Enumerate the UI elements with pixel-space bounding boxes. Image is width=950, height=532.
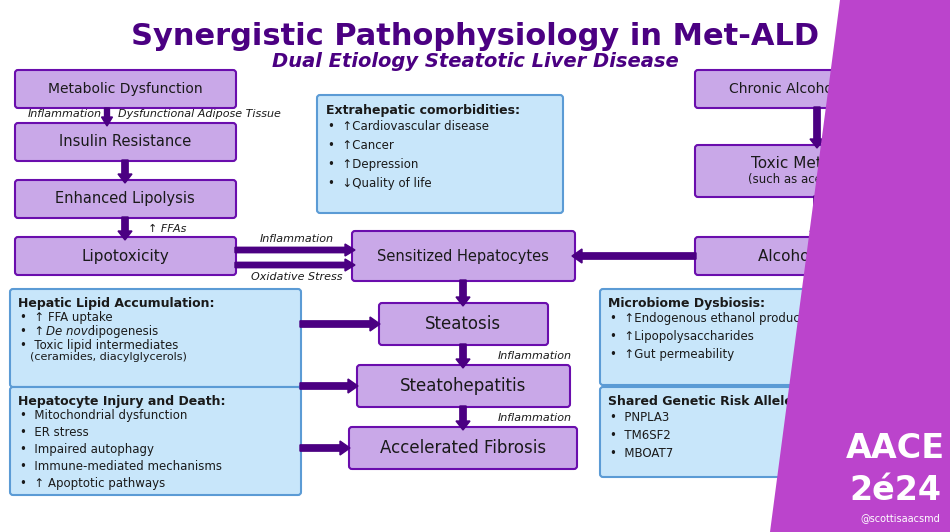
FancyArrow shape — [456, 280, 470, 306]
Text: •  ↑Cardiovascular disease: • ↑Cardiovascular disease — [328, 120, 489, 133]
FancyBboxPatch shape — [379, 303, 548, 345]
Text: Steatohepatitis: Steatohepatitis — [400, 377, 526, 395]
Text: Synergistic Pathophysiology in Met-ALD: Synergistic Pathophysiology in Met-ALD — [131, 22, 819, 51]
Text: Inflammation: Inflammation — [498, 351, 572, 361]
FancyBboxPatch shape — [600, 387, 846, 477]
Text: AACE: AACE — [846, 431, 944, 464]
FancyBboxPatch shape — [349, 427, 577, 469]
Text: Lipotoxicity: Lipotoxicity — [81, 248, 169, 263]
Text: Accelerated Fibrosis: Accelerated Fibrosis — [380, 439, 546, 457]
Text: Inflammation: Inflammation — [260, 234, 334, 244]
FancyArrow shape — [300, 317, 380, 331]
Text: •  ↑Depression: • ↑Depression — [328, 158, 418, 171]
FancyBboxPatch shape — [15, 123, 236, 161]
Text: •  ↑Cancer: • ↑Cancer — [328, 139, 394, 152]
FancyArrow shape — [118, 160, 132, 183]
Text: Dysfunctional Adipose Tissue: Dysfunctional Adipose Tissue — [118, 109, 281, 119]
Text: Sensitized Hepatocytes: Sensitized Hepatocytes — [377, 248, 549, 263]
Text: Extrahepatic comorbidities:: Extrahepatic comorbidities: — [326, 104, 520, 117]
Text: •  ↑Endogenous ethanol production: • ↑Endogenous ethanol production — [610, 312, 823, 325]
Text: De novo: De novo — [46, 325, 95, 338]
Text: Metabolic Dysfunction: Metabolic Dysfunction — [48, 82, 202, 96]
Text: Chronic Alcohol Exposure: Chronic Alcohol Exposure — [729, 82, 905, 96]
Text: @scottisaacsmd: @scottisaacsmd — [860, 513, 940, 523]
FancyArrow shape — [102, 108, 112, 126]
Text: Alcohol Toxicity: Alcohol Toxicity — [758, 248, 876, 263]
Text: •  MBOAT7: • MBOAT7 — [610, 447, 674, 460]
FancyBboxPatch shape — [15, 70, 236, 108]
FancyArrow shape — [118, 217, 132, 240]
FancyArrow shape — [456, 406, 470, 430]
Text: •  ↑ Apoptotic pathways: • ↑ Apoptotic pathways — [20, 477, 165, 490]
Text: Toxic Metabolites: Toxic Metabolites — [751, 155, 883, 170]
Text: (ceramides, diacylglycerols): (ceramides, diacylglycerols) — [30, 352, 187, 362]
FancyBboxPatch shape — [695, 237, 939, 275]
Text: •  Immune-mediated mechanisms: • Immune-mediated mechanisms — [20, 460, 222, 473]
FancyBboxPatch shape — [15, 180, 236, 218]
Text: •  ↑Lipopolysaccharides: • ↑Lipopolysaccharides — [610, 330, 754, 343]
FancyBboxPatch shape — [317, 95, 563, 213]
Text: ↑ FFAs: ↑ FFAs — [148, 224, 186, 234]
Text: Oxidative Stress: Oxidative Stress — [251, 272, 343, 282]
Text: •  ↑: • ↑ — [20, 325, 48, 338]
FancyBboxPatch shape — [695, 145, 939, 197]
Text: •  ↑Gut permeability: • ↑Gut permeability — [610, 348, 734, 361]
FancyBboxPatch shape — [695, 70, 939, 108]
Text: Shared Genetic Risk Alleles:: Shared Genetic Risk Alleles: — [608, 395, 806, 408]
Text: •  Toxic lipid intermediates: • Toxic lipid intermediates — [20, 339, 179, 352]
Text: Insulin Resistance: Insulin Resistance — [59, 135, 191, 149]
Text: Enhanced Lipolysis: Enhanced Lipolysis — [55, 192, 195, 206]
FancyArrow shape — [235, 259, 355, 271]
Text: Hepatocyte Injury and Death:: Hepatocyte Injury and Death: — [18, 395, 225, 408]
Text: Dual Etiology Steatotic Liver Disease: Dual Etiology Steatotic Liver Disease — [272, 52, 678, 71]
FancyBboxPatch shape — [10, 387, 301, 495]
Text: Inflammation: Inflammation — [28, 109, 102, 119]
FancyArrow shape — [300, 441, 350, 455]
FancyArrow shape — [300, 379, 358, 393]
Text: •  Mitochondrial dysfunction: • Mitochondrial dysfunction — [20, 409, 187, 422]
FancyArrow shape — [235, 244, 355, 256]
Text: •  PNPLA3: • PNPLA3 — [610, 411, 669, 424]
Text: •  TM6SF2: • TM6SF2 — [610, 429, 671, 442]
Text: •  ↓Quality of life: • ↓Quality of life — [328, 177, 431, 190]
FancyBboxPatch shape — [600, 289, 881, 385]
Text: •  ↑ FFA uptake: • ↑ FFA uptake — [20, 311, 113, 324]
FancyArrow shape — [572, 249, 696, 263]
Text: Microbiome Dysbiosis:: Microbiome Dysbiosis: — [608, 297, 765, 310]
Text: lipogenesis: lipogenesis — [88, 325, 159, 338]
Text: Inflammation: Inflammation — [498, 413, 572, 423]
FancyBboxPatch shape — [352, 231, 575, 281]
FancyArrow shape — [810, 196, 824, 240]
FancyArrow shape — [810, 107, 824, 148]
Text: •  Impaired autophagy: • Impaired autophagy — [20, 443, 154, 456]
Text: Steatosis: Steatosis — [425, 315, 501, 333]
Text: (such as acetaldehyde): (such as acetaldehyde) — [748, 172, 886, 186]
FancyBboxPatch shape — [15, 237, 236, 275]
Text: •  ER stress: • ER stress — [20, 426, 88, 439]
FancyBboxPatch shape — [357, 365, 570, 407]
Text: 2é24: 2é24 — [849, 473, 941, 506]
Text: Hepatic Lipid Accumulation:: Hepatic Lipid Accumulation: — [18, 297, 215, 310]
FancyBboxPatch shape — [10, 289, 301, 387]
FancyArrow shape — [456, 344, 470, 368]
Polygon shape — [770, 0, 950, 532]
